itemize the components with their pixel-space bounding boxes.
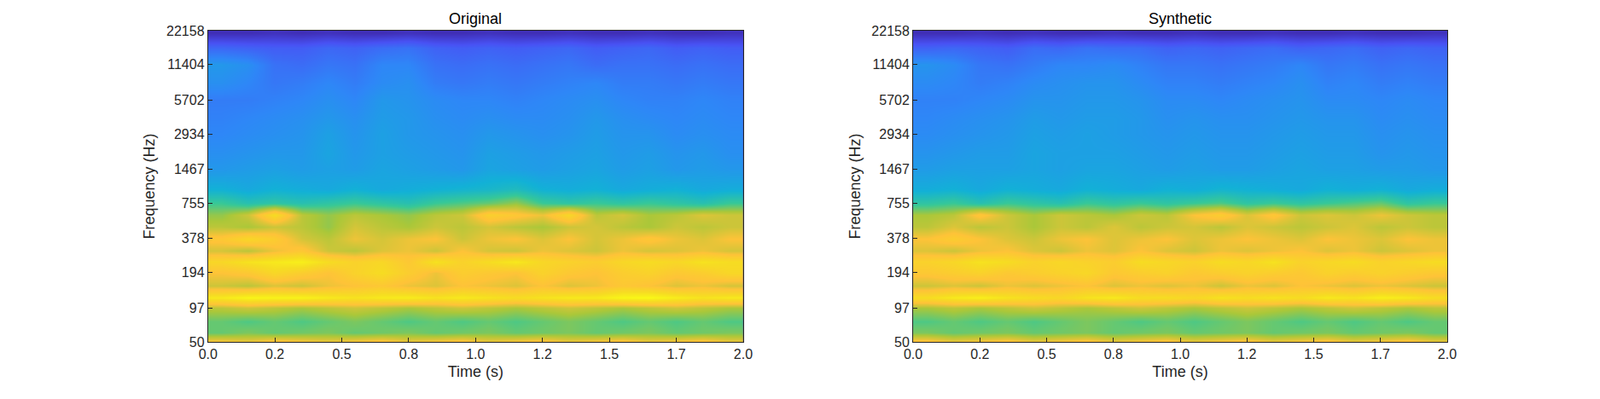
svg-text:97: 97 bbox=[894, 301, 910, 316]
svg-text:2.0: 2.0 bbox=[733, 347, 753, 362]
svg-text:Synthetic: Synthetic bbox=[1148, 10, 1212, 28]
svg-text:5702: 5702 bbox=[878, 93, 910, 108]
svg-text:5702: 5702 bbox=[174, 93, 205, 108]
svg-text:0.8: 0.8 bbox=[1104, 347, 1123, 362]
svg-text:0.2: 0.2 bbox=[265, 347, 285, 362]
svg-text:11404: 11404 bbox=[167, 57, 204, 72]
svg-text:1.2: 1.2 bbox=[533, 347, 553, 362]
svg-text:0.0: 0.0 bbox=[903, 347, 923, 362]
svg-text:50: 50 bbox=[894, 335, 910, 350]
svg-text:2.0: 2.0 bbox=[1437, 347, 1457, 362]
svg-text:0.2: 0.2 bbox=[970, 347, 990, 362]
svg-text:2934: 2934 bbox=[878, 127, 910, 142]
svg-text:2934: 2934 bbox=[174, 127, 205, 142]
svg-text:1.0: 1.0 bbox=[465, 347, 485, 362]
svg-text:97: 97 bbox=[189, 301, 205, 316]
svg-text:1.5: 1.5 bbox=[599, 347, 619, 362]
svg-text:Original: Original bbox=[448, 10, 502, 28]
svg-text:194: 194 bbox=[181, 265, 205, 280]
svg-text:1.7: 1.7 bbox=[1371, 347, 1391, 362]
svg-text:1467: 1467 bbox=[878, 162, 910, 177]
svg-text:1467: 1467 bbox=[174, 162, 205, 177]
svg-text:378: 378 bbox=[886, 231, 910, 246]
svg-text:22158: 22158 bbox=[166, 23, 205, 39]
svg-text:Time (s): Time (s) bbox=[1152, 363, 1208, 381]
svg-text:755: 755 bbox=[886, 196, 910, 211]
svg-text:1.2: 1.2 bbox=[1237, 347, 1257, 362]
svg-text:22158: 22158 bbox=[871, 23, 910, 39]
svg-text:0.0: 0.0 bbox=[198, 347, 218, 362]
svg-text:194: 194 bbox=[886, 265, 910, 280]
svg-text:1.0: 1.0 bbox=[1170, 347, 1190, 362]
svg-text:378: 378 bbox=[181, 231, 205, 246]
svg-text:Frequency (Hz): Frequency (Hz) bbox=[846, 133, 864, 239]
svg-text:Frequency (Hz): Frequency (Hz) bbox=[140, 133, 158, 239]
svg-text:Time (s): Time (s) bbox=[448, 363, 504, 381]
svg-text:50: 50 bbox=[189, 335, 205, 350]
svg-text:0.5: 0.5 bbox=[331, 347, 351, 362]
svg-text:0.8: 0.8 bbox=[399, 347, 419, 362]
svg-text:11404: 11404 bbox=[872, 57, 910, 72]
svg-text:1.5: 1.5 bbox=[1303, 347, 1323, 362]
svg-text:755: 755 bbox=[181, 196, 205, 211]
svg-text:1.7: 1.7 bbox=[666, 347, 686, 362]
svg-text:0.5: 0.5 bbox=[1036, 347, 1056, 362]
